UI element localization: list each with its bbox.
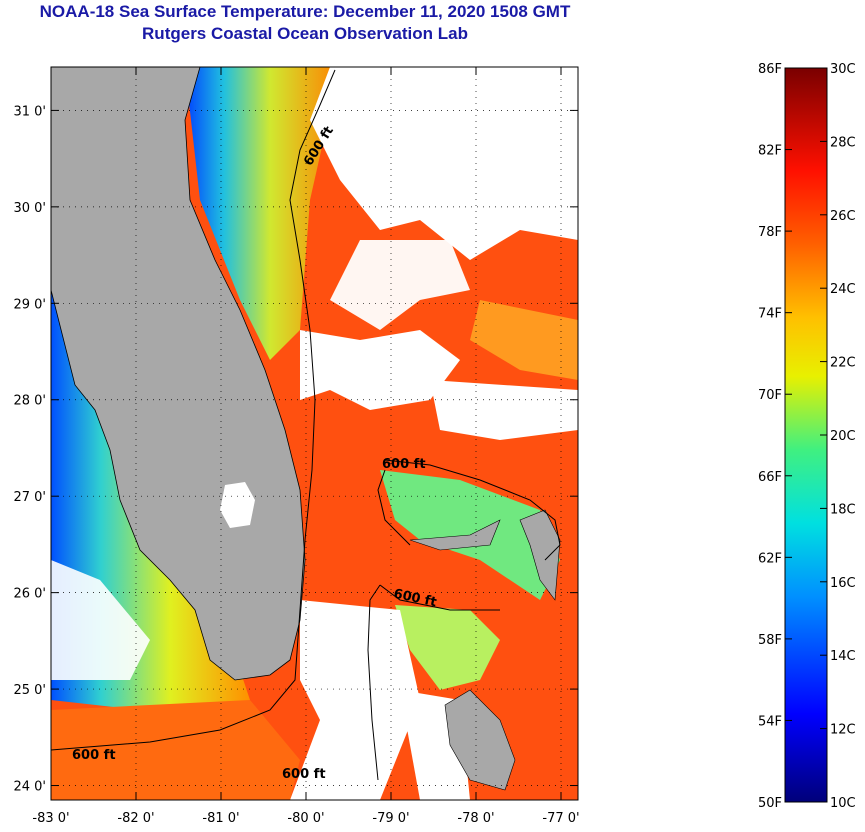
lat-label: 29 0' (13, 297, 46, 312)
c-label: 18C (830, 502, 856, 517)
celsius-scale: 30C 28C 26C 24C 22C 20C 18C 16C 14C 12C 10C (820, 62, 856, 811)
c-label: 28C (830, 135, 856, 150)
lon-label: -79 0' (372, 811, 409, 826)
lon-label: -82 0' (117, 811, 154, 826)
offshore-orange-patch (470, 300, 578, 380)
lat-label: 31 0' (13, 104, 46, 119)
contour-label: 600 ft (282, 767, 326, 782)
cloud-patch (51, 560, 150, 680)
c-label: 30C (830, 62, 856, 77)
lat-label: 26 0' (13, 587, 46, 602)
isobath-600ft (377, 459, 561, 561)
map-frame (50, 66, 579, 801)
lon-label: -80 0' (287, 811, 324, 826)
cloud-patch (300, 330, 460, 410)
c-label: 24C (830, 282, 856, 297)
lon-label: -81 0' (202, 811, 239, 826)
c-label: 10C (830, 796, 856, 811)
lat-label: 25 0' (13, 683, 46, 698)
c-label: 26C (830, 209, 856, 224)
f-label: 86F (758, 62, 782, 77)
f-label: 50F (758, 796, 782, 811)
contour-label: 600 ft (382, 457, 426, 472)
c-label: 14C (830, 649, 856, 664)
isobath-600ft (51, 69, 336, 751)
coastal-water-band (185, 67, 340, 360)
f-label: 74F (758, 307, 782, 322)
lon-label: -78 0' (457, 811, 494, 826)
lat-label: 24 0' (13, 780, 46, 795)
lon-label: -77 0' (542, 811, 579, 826)
longitude-axis: -83 0' -82 0' -81 0' -80 0' -79 0' -78 0' -77 … (32, 67, 580, 826)
c-label: 20C (830, 429, 856, 444)
f-label: 62F (758, 551, 782, 566)
isobath-600ft (367, 584, 500, 781)
f-label: 78F (758, 225, 782, 240)
florida-current-strip (51, 700, 300, 800)
lon-label: -83 0' (32, 811, 69, 826)
map-title: NOAA-18 Sea Surface Temperature: Decembe… (39, 2, 571, 21)
graticule (51, 67, 578, 800)
grand-bahama (409, 519, 501, 551)
lat-label: 27 0' (13, 490, 46, 505)
c-label: 16C (830, 576, 856, 591)
cloud-patch (310, 67, 578, 260)
abaco-island (519, 509, 561, 601)
f-label: 70F (758, 388, 782, 403)
cloud-patch (330, 240, 470, 330)
map-subtitle: Rutgers Coastal Ocean Observation Lab (142, 24, 468, 43)
latitude-axis: 31 0' 30 0' 29 0' 28 0' 27 0' 26 0' 25 0' 24 0' (13, 104, 578, 795)
contour-label: 600 ft (72, 748, 116, 763)
lake-okeechobee (220, 482, 255, 528)
fahrenheit-scale: 86F 82F 78F 74F 70F 66F 62F 58F 54F 50F (758, 62, 792, 811)
f-label: 66F (758, 470, 782, 485)
f-label: 54F (758, 714, 782, 729)
f-label: 82F (758, 144, 782, 159)
f-label: 58F (758, 633, 782, 648)
cloud-patch (290, 600, 420, 800)
lat-label: 30 0' (13, 201, 46, 216)
c-label: 22C (830, 356, 856, 371)
andros-island (444, 689, 516, 791)
lat-label: 28 0' (13, 394, 46, 409)
cay-bank-water (395, 605, 500, 690)
cloud-patch (430, 380, 578, 440)
c-label: 12C (830, 723, 856, 738)
florida-land (51, 67, 306, 681)
